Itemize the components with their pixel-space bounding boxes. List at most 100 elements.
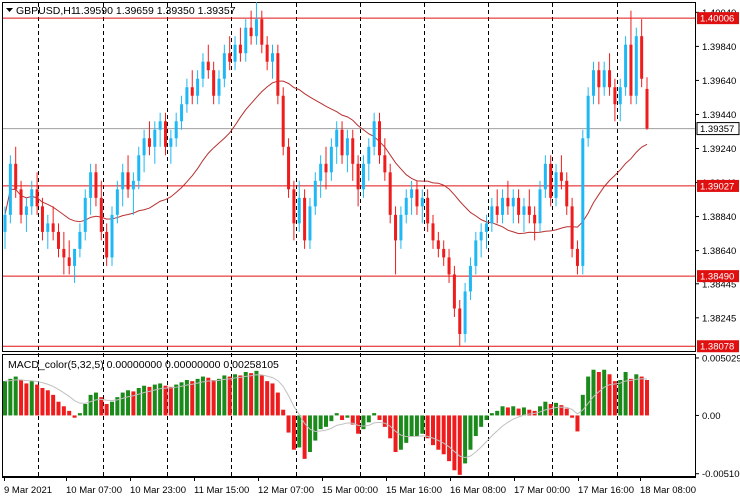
candle-body (228, 53, 232, 62)
price-panel-frame (2, 2, 696, 352)
macd-bar (628, 378, 633, 416)
candle-body (468, 265, 472, 292)
macd-bar (3, 381, 7, 416)
candle-body (351, 138, 355, 164)
macd-bar (99, 397, 104, 416)
candle-body (415, 189, 419, 207)
candle-body (19, 189, 23, 215)
macd-bar (495, 410, 500, 416)
macd-bar (414, 415, 419, 436)
macd-bar (163, 385, 168, 416)
macd-bar (452, 415, 457, 471)
candle-body (629, 44, 633, 96)
candle-body (490, 206, 494, 224)
candle-body (361, 163, 365, 190)
level-price-badge (697, 12, 739, 25)
candle-body (420, 197, 424, 207)
macd-bar (645, 380, 649, 416)
candle-body (378, 121, 381, 156)
vertical-grid (38, 3, 618, 477)
candle-body (640, 36, 644, 79)
candle-body (479, 231, 483, 241)
candle-body (517, 197, 521, 215)
macd-bar (516, 408, 521, 416)
macd-bar (538, 406, 542, 416)
macd-tick-label: 0.00 (702, 411, 721, 422)
candle-body (169, 138, 173, 147)
macd-bar (329, 415, 334, 422)
macd-bar (211, 380, 216, 416)
macd-bar (447, 415, 452, 462)
candle-body (196, 78, 200, 96)
macd-bar (120, 392, 125, 416)
candle-body (94, 172, 98, 198)
macd-bar (259, 375, 264, 416)
symbol-label: GBPUSD,H1 (16, 5, 77, 17)
candle-body (233, 44, 237, 62)
macd-bar (425, 415, 430, 439)
candle-body (254, 19, 258, 37)
macd-bar (72, 415, 77, 418)
candle-body (527, 206, 531, 215)
candle-body (180, 104, 184, 122)
time-tick-label: 15 Mar 16:00 (386, 485, 442, 496)
candle-body (73, 248, 77, 266)
macd-bar (184, 380, 189, 416)
candle-body (281, 95, 285, 147)
candle-body (303, 197, 307, 241)
candle-body (345, 138, 349, 156)
macd-bar (51, 394, 56, 416)
macd-bar (527, 409, 532, 416)
candle-body (543, 163, 547, 190)
price-tick-label: 1.39440 (702, 110, 736, 121)
candle-body (554, 172, 558, 198)
price-tick-label: 1.39840 (702, 42, 736, 53)
candle-body (62, 248, 66, 258)
macd-bar (238, 375, 243, 416)
macd-bar (270, 383, 275, 416)
macd-bar (227, 376, 232, 416)
line-labels: 1.40006 1.39027 1.38490 1.38078 1.39357 (696, 12, 740, 353)
macd-bar (398, 415, 403, 450)
macd-bar (473, 415, 478, 436)
macd-bar (195, 378, 200, 416)
macd-bar (206, 377, 211, 416)
level-price-badge (697, 340, 739, 353)
candle-body (89, 172, 93, 198)
horizontal-lines (3, 17, 695, 347)
macd-bar (313, 415, 318, 441)
candle-body (501, 197, 505, 215)
candle-body (533, 214, 537, 224)
candle-body (597, 70, 601, 88)
macd-bar (136, 388, 141, 416)
macd-bar (618, 380, 623, 416)
candle-body (410, 189, 414, 198)
time-tick-label: 9 Mar 2021 (4, 485, 52, 496)
macd-bar (393, 415, 398, 452)
macd-bar (19, 380, 24, 416)
dropdown-arrow-icon[interactable] (6, 8, 13, 12)
signal-line (4, 374, 648, 459)
candle-body (201, 61, 205, 79)
macd-bar (67, 410, 72, 416)
time-tick-label: 11 Mar 15:00 (194, 485, 249, 496)
candle-body (206, 61, 210, 71)
candle-body (474, 240, 478, 266)
macd-histogram (3, 369, 649, 475)
candle-body (153, 129, 157, 147)
macd-bar (200, 376, 205, 416)
candle-body (383, 155, 387, 173)
candle-body (137, 155, 141, 181)
macd-bar (152, 384, 157, 416)
macd-bar (559, 405, 564, 416)
macd-bar (500, 406, 505, 416)
macd-bar (356, 415, 361, 434)
macd-bar (431, 415, 435, 446)
candle-body (292, 189, 296, 224)
macd-bar (612, 381, 617, 416)
macd-bar (586, 376, 591, 416)
macd-signal (4, 374, 648, 459)
macd-tick-label: -0.0051000 (702, 469, 740, 480)
macd-bar (409, 415, 414, 436)
